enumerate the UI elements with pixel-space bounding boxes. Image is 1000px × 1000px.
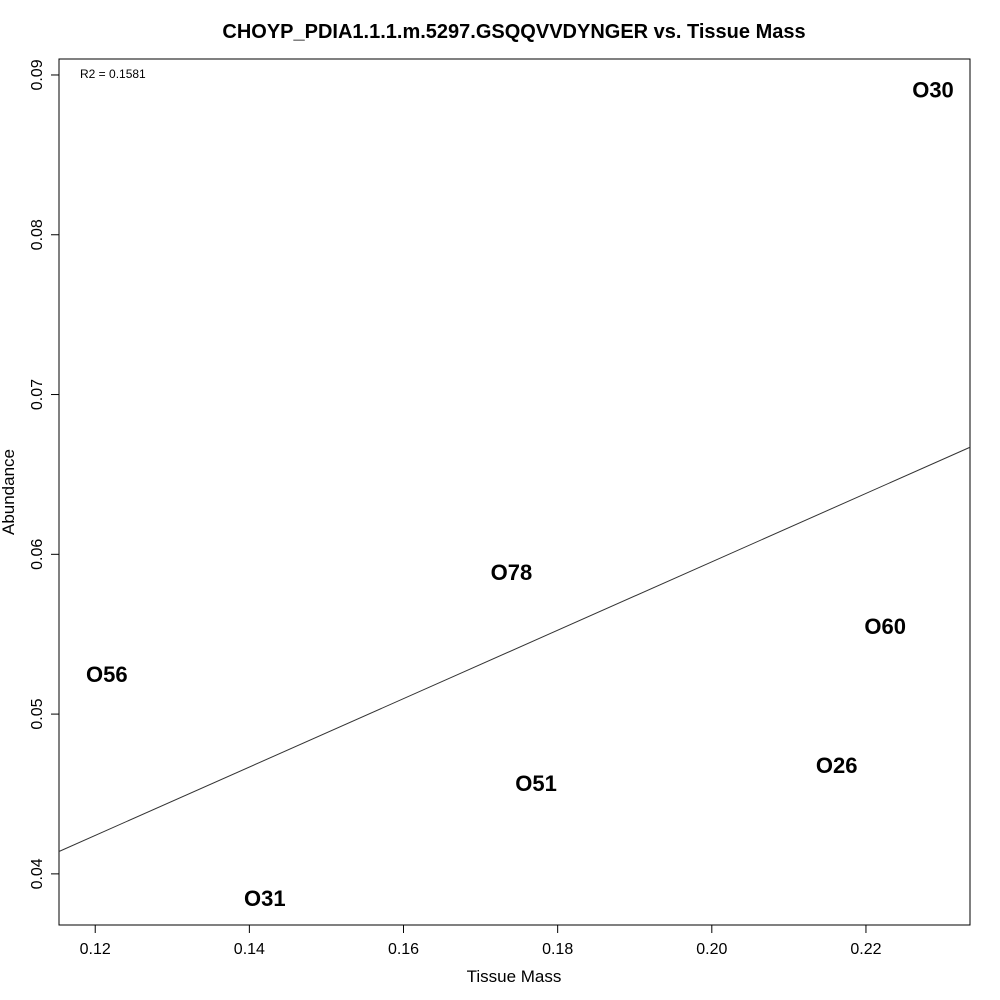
y-tick-label: 0.08	[29, 219, 46, 250]
point-label: O78	[491, 560, 533, 585]
y-tick-label: 0.09	[29, 59, 46, 90]
y-tick-label: 0.04	[29, 858, 46, 889]
y-tick-label: 0.06	[29, 539, 46, 570]
point-label: O56	[86, 662, 128, 687]
x-tick-label: 0.22	[850, 941, 881, 958]
x-tick-label: 0.12	[80, 941, 111, 958]
x-axis-label: Tissue Mass	[467, 967, 562, 986]
y-axis-label: Abundance	[0, 449, 18, 535]
point-label: O60	[864, 614, 906, 639]
regression-line	[58, 446, 971, 852]
x-tick-label: 0.16	[388, 941, 419, 958]
y-tick-label: 0.07	[29, 379, 46, 410]
x-axis: 0.12 0.14 0.16 0.18 0.20 0.22	[80, 924, 882, 958]
x-tick-label: 0.14	[234, 941, 265, 958]
point-label: O51	[515, 771, 557, 796]
regression-line-group	[58, 446, 971, 852]
x-tick-label: 0.18	[542, 941, 573, 958]
y-axis: 0.04 0.05 0.06 0.07 0.08 0.09	[29, 59, 60, 889]
point-label: O31	[244, 886, 286, 911]
point-label: O30	[912, 77, 954, 102]
x-tick-label: 0.20	[696, 941, 727, 958]
data-points: O30 O78 O60 O56 O51 O26 O31	[86, 77, 954, 910]
y-tick-label: 0.05	[29, 698, 46, 729]
point-label: O26	[816, 753, 858, 778]
chart-title: CHOYP_PDIA1.1.1.m.5297.GSQQVVDYNGER vs. …	[222, 21, 805, 43]
r2-annotation: R2 = 0.1581	[80, 67, 146, 81]
